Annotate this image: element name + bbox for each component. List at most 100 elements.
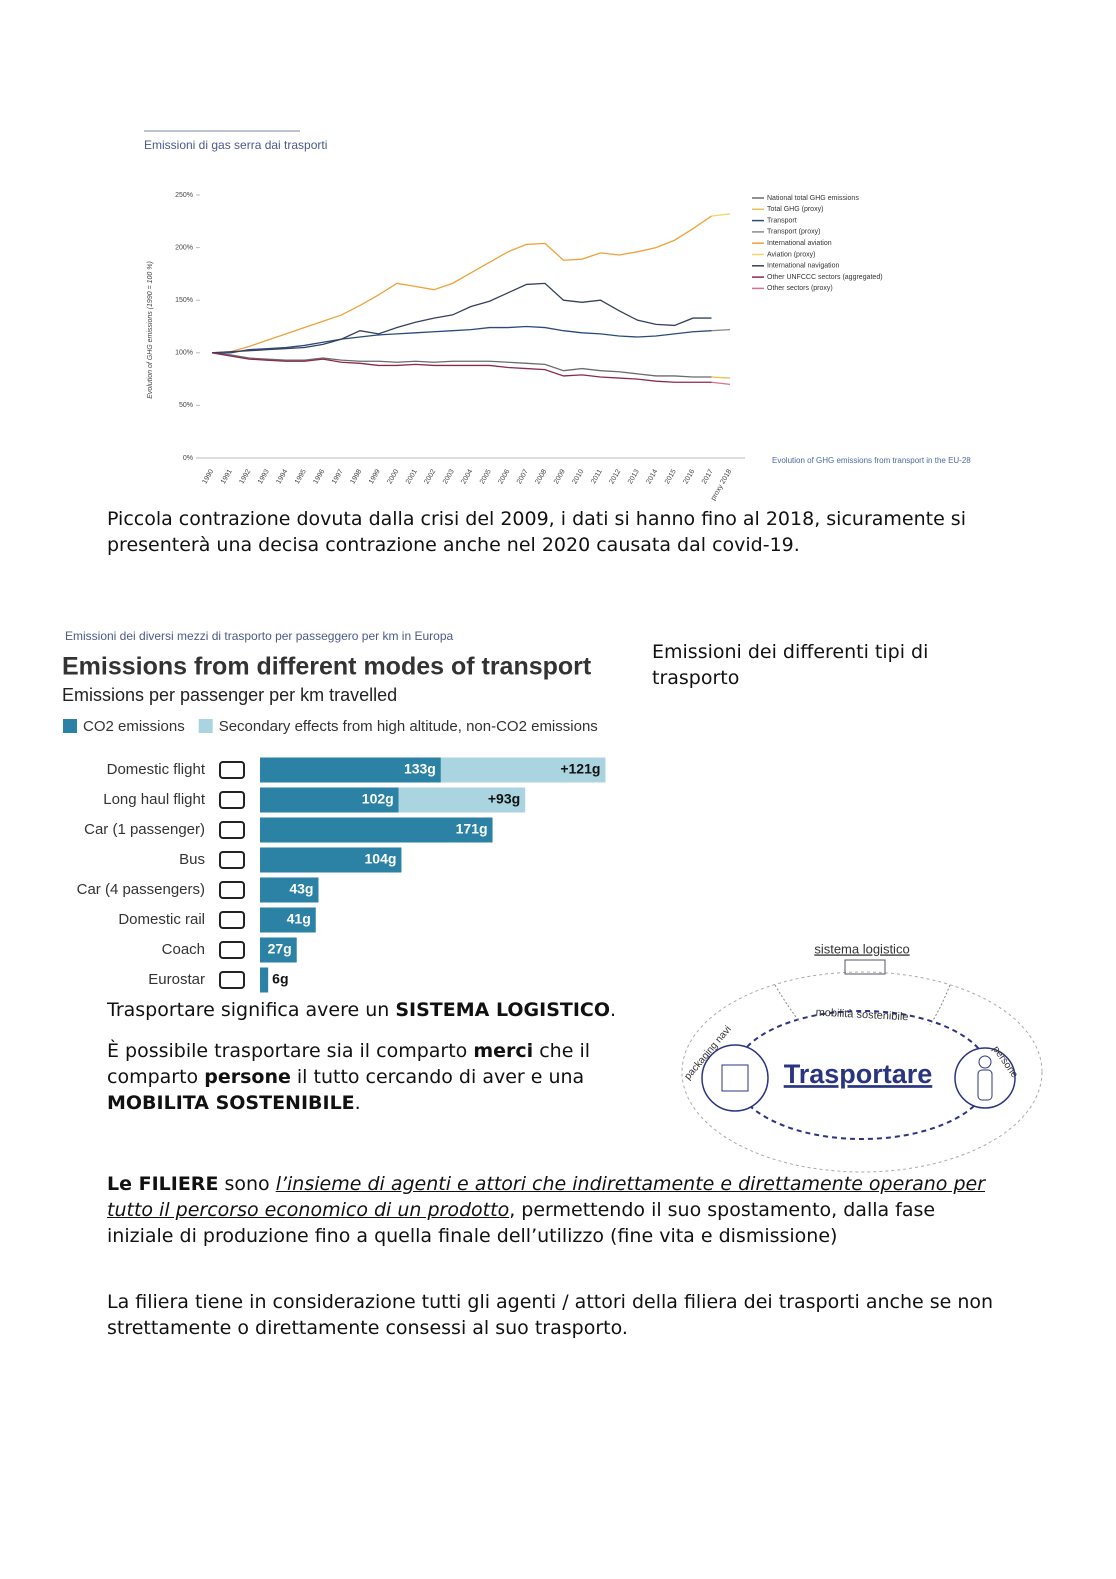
- bar: [440, 757, 606, 783]
- legend-label: Total GHG (proxy): [767, 206, 823, 213]
- y-axis-label: Evolution of GHG emissions (1990 = 100 %…: [147, 261, 154, 399]
- legend-label: International navigation: [767, 263, 839, 270]
- value-label: 133g: [404, 761, 436, 777]
- value-label: 41g: [287, 911, 311, 927]
- x-tick-label: 2007: [516, 468, 530, 485]
- x-tick-label: 2002: [423, 468, 437, 485]
- bar: [260, 847, 402, 873]
- y-tick-label: 0%: [183, 455, 193, 462]
- legend-label: Transport (proxy): [767, 229, 820, 236]
- x-tick-label: 2013: [627, 468, 641, 485]
- arrows: [774, 984, 951, 1026]
- series-line: [711, 329, 731, 332]
- legend-label: National total GHG emissions: [767, 195, 859, 202]
- value-label: 104g: [365, 851, 397, 867]
- x-tick-label: 2011: [590, 468, 604, 485]
- paragraph: Piccola contrazione dovuta dalla crisi d…: [107, 508, 966, 556]
- chart-title: Emissions from different modes of transp…: [62, 653, 592, 681]
- x-tick-label: 2001: [405, 468, 419, 485]
- x-tick-label: 2016: [682, 468, 696, 485]
- x-tick-label: 1999: [368, 468, 382, 485]
- category-label: Domestic rail: [118, 911, 205, 928]
- chart-heading: Emissioni dei diversi mezzi di trasporto…: [65, 629, 453, 643]
- run: .: [610, 999, 617, 1021]
- y-tick-label: 150%: [175, 297, 193, 304]
- category-icon: [219, 911, 245, 929]
- legend-label: Secondary effects from high altitude, no…: [219, 718, 598, 735]
- category-label: Car (1 passenger): [84, 821, 205, 838]
- bar: [260, 937, 297, 963]
- category-label: Domestic flight: [107, 761, 206, 778]
- category-icon: [219, 971, 245, 989]
- run: È possibile trasportare sia il comparto: [107, 1040, 474, 1062]
- category-label: Long haul flight: [103, 791, 206, 808]
- outer-ellipse: [681, 971, 1043, 1173]
- x-tick-label: 2006: [497, 468, 511, 485]
- category-icon: [219, 851, 245, 869]
- category-icon: [219, 821, 245, 839]
- diagram-ring: mobilità sostenibile: [815, 1006, 908, 1023]
- x-tick-label: 2014: [645, 468, 659, 485]
- bar: [260, 907, 316, 933]
- legend-label: International aviation: [767, 240, 832, 247]
- category-label: Coach: [162, 941, 205, 958]
- person-icon: [977, 1069, 993, 1101]
- y-tick-label: 200%: [175, 244, 193, 251]
- paragraph: La filiera tiene in considerazione tutti…: [107, 1291, 994, 1339]
- paragraph: È possibile trasportare sia il comparto …: [107, 1038, 647, 1116]
- paragraph: Trasportare significa avere un SISTEMA L…: [107, 997, 667, 1023]
- legend-label: Aviation (proxy): [767, 251, 816, 258]
- y-tick-label: 50%: [179, 402, 193, 409]
- x-tick-label: 2009: [553, 468, 567, 485]
- x-tick-label: 1998: [349, 468, 363, 485]
- category-icon: [219, 881, 245, 899]
- diagram-top: sistema logistico: [814, 941, 909, 956]
- series-line: [211, 352, 712, 383]
- run: persone: [204, 1066, 291, 1088]
- x-tick-label: 1996: [312, 468, 326, 485]
- chart-title: Emissioni di gas serra dai trasporti: [144, 138, 327, 152]
- run: che il comparto: [107, 1040, 591, 1088]
- series-line: [711, 213, 731, 217]
- x-tick-label: 1990: [201, 468, 215, 485]
- legend-label: CO2 emissions: [83, 718, 185, 735]
- legend-label: Other UNFCCC sectors (aggregated): [767, 274, 883, 281]
- run: il tutto cercando di aver e una: [290, 1066, 585, 1088]
- series-line: [211, 352, 712, 378]
- category-icon: [219, 941, 245, 959]
- run: Trasportare significa avere un: [107, 999, 396, 1021]
- run: .: [354, 1092, 361, 1114]
- x-tick-label: 1992: [238, 468, 252, 485]
- category-label: Car (4 passengers): [77, 881, 205, 898]
- category-icon: [219, 791, 245, 809]
- x-tick-label: 2003: [442, 468, 456, 485]
- run: SISTEMA LOGISTICO: [395, 999, 611, 1021]
- side-note: Emissioni dei differenti tipi di traspor…: [652, 641, 929, 689]
- value-label: 43g: [289, 881, 313, 897]
- series-line: [711, 376, 731, 379]
- bar: [398, 787, 526, 813]
- value-label: 6g: [272, 971, 288, 987]
- x-tick-label: 1993: [257, 468, 271, 485]
- x-tick-label: 1991: [220, 468, 234, 485]
- x-tick-label: 2010: [571, 468, 585, 485]
- value-label: 27g: [268, 941, 292, 957]
- y-tick-label: 250%: [175, 192, 193, 199]
- x-tick-label: 1997: [331, 468, 345, 485]
- legend-swatch: [198, 719, 213, 733]
- value-label: +93g: [488, 791, 520, 807]
- x-tick-label: 1995: [294, 468, 308, 485]
- bar: [260, 817, 493, 843]
- series-line: [212, 325, 712, 354]
- category-icon: [219, 761, 245, 779]
- x-tick-label: 2000: [386, 468, 400, 485]
- value-label: 171g: [456, 821, 488, 837]
- y-tick-label: 100%: [175, 350, 193, 357]
- bar: [260, 757, 441, 783]
- chart-caption: Evolution of GHG emissions from transpor…: [772, 456, 971, 465]
- bar: [260, 877, 319, 903]
- bar: [260, 787, 399, 813]
- person-icon: [978, 1055, 992, 1069]
